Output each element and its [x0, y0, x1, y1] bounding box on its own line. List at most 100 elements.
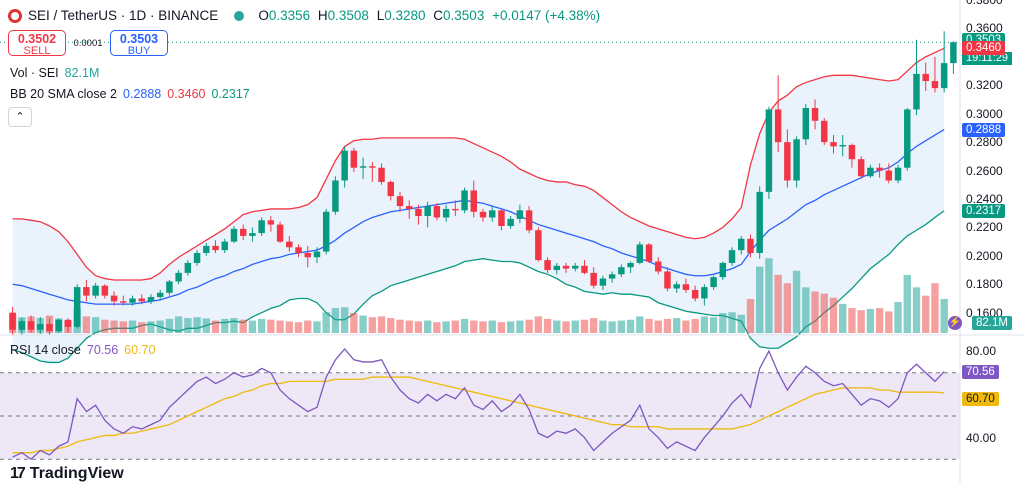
candle-body: [46, 324, 53, 332]
candle-body: [286, 241, 293, 248]
candle-body: [876, 167, 883, 171]
volume-bar: [350, 313, 358, 333]
volume-legend-value: 82.1M: [64, 66, 100, 80]
volume-bar: [709, 317, 718, 333]
high-label: H: [317, 8, 328, 23]
volume-legend-label: Vol · SEI: [10, 66, 59, 80]
candle-body: [913, 73, 920, 110]
candle-body: [258, 220, 265, 234]
volume-bar: [783, 283, 792, 333]
candle-body: [950, 42, 957, 64]
candle-body: [525, 210, 533, 231]
volume-bar: [239, 319, 247, 333]
volume-bar: [543, 318, 552, 333]
candle-body: [138, 298, 145, 302]
symbol-legend: SEI / TetherUS · 1D · BINANCE O0.3356 H 0…: [8, 8, 600, 23]
rsi-ma-value: 60.70: [124, 343, 156, 357]
candle-body: [461, 190, 468, 211]
volume-bar: [663, 318, 672, 333]
open-value: 0.3356: [268, 8, 311, 23]
volume-bar: [654, 320, 662, 333]
candle-body: [73, 287, 81, 327]
candle-body: [765, 109, 773, 192]
volume-bar: [248, 320, 257, 333]
symbol-title[interactable]: SEI / TetherUS · 1D · BINANCE: [28, 8, 219, 23]
open-label: O: [258, 8, 269, 23]
candle-body: [479, 211, 487, 218]
volume-bar: [562, 321, 570, 333]
volume-bar: [746, 298, 755, 333]
candle-body: [673, 284, 680, 289]
candle-body: [239, 228, 247, 236]
volume-bar: [765, 258, 773, 333]
volume-bar: [128, 320, 137, 333]
volume-bar: [811, 291, 819, 333]
rsi-line: [12, 347, 945, 461]
buy-button[interactable]: 0.3503 BUY: [110, 30, 168, 57]
candle-body: [848, 144, 856, 160]
candle-body: [802, 108, 810, 140]
volume-bar: [313, 321, 321, 333]
candle-body: [110, 295, 118, 302]
bb-basis-line: [12, 129, 945, 305]
volume-bar: [479, 321, 487, 333]
price-tick-label: 0.2800: [966, 135, 1003, 150]
candle-body: [821, 120, 828, 143]
volume-bar: [82, 316, 91, 333]
lightning-icon[interactable]: ⚡: [948, 316, 962, 330]
candle-body: [830, 142, 837, 147]
chevron-up-icon[interactable]: ⌃: [8, 107, 32, 127]
candle-body: [618, 267, 625, 275]
candle-body: [83, 287, 90, 296]
close-value: 0.3503: [443, 8, 485, 23]
volume-bar: [700, 316, 709, 333]
volume-bar: [340, 307, 349, 333]
volume-bar: [626, 319, 635, 333]
sell-button[interactable]: 0.3502 SELL: [8, 30, 66, 57]
rsi-legend-label: RSI 14 close: [10, 343, 81, 357]
bb-legend[interactable]: BB 20 SMA close 2 0.2888 0.3460 0.2317: [10, 87, 250, 101]
candle-body: [341, 150, 348, 181]
bb-upper-value: 0.3460: [167, 87, 206, 101]
bb-lower-badge: 0.2317: [962, 203, 1006, 218]
candle-body: [184, 262, 192, 273]
candle-body: [359, 166, 367, 168]
volume-bar: [848, 308, 856, 333]
volume-bar: [922, 295, 930, 333]
volume-bar: [138, 322, 146, 333]
volume-legend[interactable]: Vol · SEI 82.1M: [10, 66, 99, 80]
candle-body: [396, 196, 404, 207]
volume-bar: [839, 303, 847, 333]
price-tick-label: 0.1800: [966, 277, 1003, 292]
rsi-legend[interactable]: RSI 14 close 70.56 60.70: [10, 343, 155, 357]
candle-body: [682, 284, 690, 290]
candle-body: [774, 109, 782, 143]
candle-body: [129, 298, 136, 303]
volume-bars: [8, 258, 948, 333]
volume-bar: [506, 321, 515, 333]
candle-body: [55, 319, 62, 332]
bb-legend-label: BB 20 SMA close 2: [10, 87, 118, 101]
volume-bar: [331, 308, 340, 333]
volume-bar: [101, 319, 109, 333]
candle-body: [175, 272, 182, 282]
candle-body: [442, 208, 450, 218]
volume-bar: [599, 320, 607, 333]
volume-bar: [304, 320, 312, 333]
sell-price: 0.3502: [17, 32, 57, 46]
volume-bar: [497, 322, 506, 333]
candle-body: [627, 262, 634, 268]
candle-body: [498, 210, 505, 226]
candle-body: [664, 271, 671, 289]
change-value: +0.0147 (+4.38%): [492, 8, 601, 23]
volume-bar: [589, 318, 598, 333]
brand-name: TradingView: [29, 465, 124, 482]
price-tick-label: 0.2600: [966, 163, 1003, 178]
spread-value: 0.0001: [73, 37, 103, 49]
rsi-pane: [0, 347, 960, 461]
bb-basis-badge: 0.2888: [962, 122, 1006, 137]
rsi-badge: 70.56: [962, 364, 999, 379]
volume-bar: [230, 318, 238, 333]
candle-body: [940, 63, 948, 89]
